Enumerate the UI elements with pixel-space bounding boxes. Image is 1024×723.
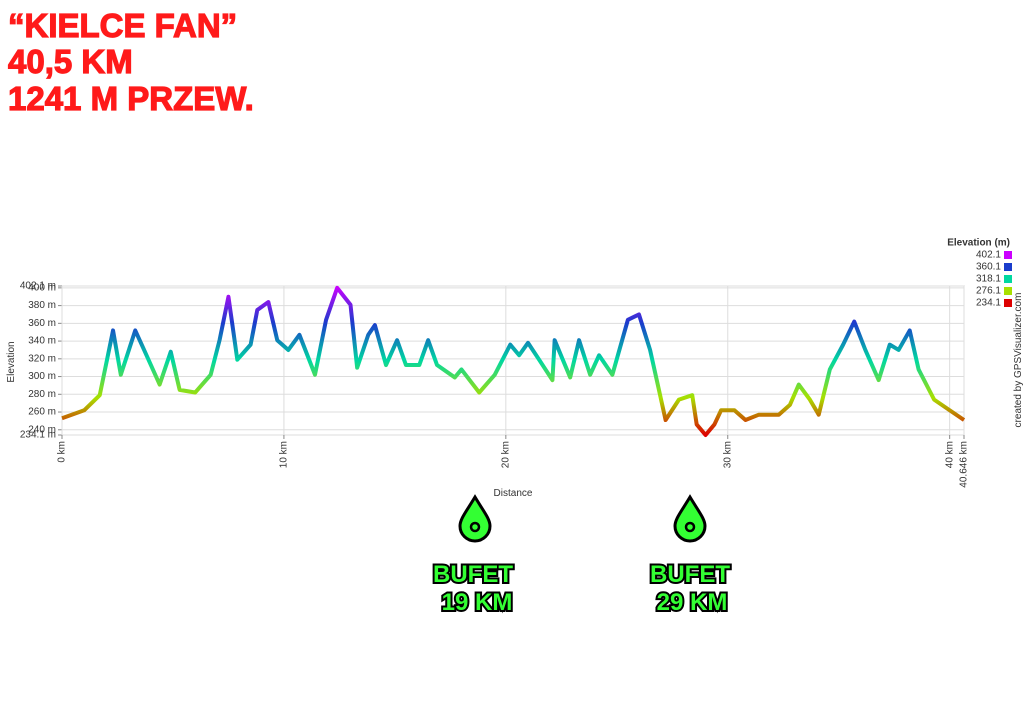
x-tick-label: 40.646 km: [959, 441, 970, 488]
x-tick-label: 20 km: [500, 441, 511, 468]
legend-swatch: [1004, 287, 1012, 295]
droplet-dot: [469, 521, 481, 533]
legend-swatch: [1004, 299, 1012, 307]
station-distance: 19 KM: [442, 589, 513, 616]
station: BUFET 29 KM: [648, 494, 732, 618]
y-tick-label: 234.1 m: [20, 430, 56, 441]
droplet-dot: [684, 521, 696, 533]
header-line: “KIELCE FAN”: [8, 7, 237, 44]
station: BUFET 19 KM: [431, 494, 515, 618]
y-tick-label: 340 m: [28, 336, 56, 347]
x-tick-label: 30 km: [722, 441, 733, 468]
droplet-icon: [458, 494, 492, 543]
y-tick-label: 402.1 m: [20, 281, 56, 292]
x-tick-label: 0 km: [57, 441, 68, 463]
station-label: BUFET: [650, 561, 730, 588]
y-tick-label: 320 m: [28, 353, 56, 364]
x-axis-label: Distance: [494, 488, 533, 499]
legend-label: 402.1: [976, 250, 1001, 261]
x-tick-label: 10 km: [279, 441, 290, 468]
station-label: BUFET: [433, 561, 513, 588]
y-axis-label: Elevation: [6, 341, 17, 382]
legend-swatch: [1004, 251, 1012, 259]
y-tick-label: 380 m: [28, 300, 56, 311]
y-tick-label: 300 m: [28, 371, 56, 382]
y-tick-label: 280 m: [28, 389, 56, 400]
y-tick-label: 360 m: [28, 318, 56, 329]
legend-label: 360.1: [976, 262, 1001, 273]
legend-label: 234.1: [976, 298, 1001, 309]
elevation-line: [61, 285, 966, 437]
x-tick-label: 40 km: [944, 441, 955, 468]
y-tick-label: 240 m: [28, 424, 56, 435]
legend-label: 318.1: [976, 274, 1001, 285]
droplet-icon: [673, 494, 707, 543]
legend-swatch: [1004, 275, 1012, 283]
station-distance: 29 KM: [657, 589, 728, 616]
header-line: 40,5 KM: [8, 43, 133, 80]
credit: created by GPSVisualizer.com: [1013, 293, 1024, 428]
y-tick-label: 400 m: [28, 283, 56, 294]
y-tick-label: 260 m: [28, 407, 56, 418]
plot-frame: [61, 285, 965, 436]
legend-title: Elevation (m): [947, 238, 1010, 249]
header-line: 1241 M PRZEW.: [8, 80, 254, 117]
legend-label: 276.1: [976, 286, 1001, 297]
legend-swatch: [1004, 263, 1012, 271]
